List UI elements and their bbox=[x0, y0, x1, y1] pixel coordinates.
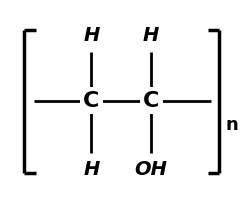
Text: C: C bbox=[83, 91, 99, 111]
Text: n: n bbox=[225, 116, 238, 134]
Text: OH: OH bbox=[135, 159, 168, 178]
Text: C: C bbox=[143, 91, 159, 111]
Text: H: H bbox=[143, 26, 159, 45]
Text: H: H bbox=[83, 159, 99, 178]
Text: H: H bbox=[83, 26, 99, 45]
